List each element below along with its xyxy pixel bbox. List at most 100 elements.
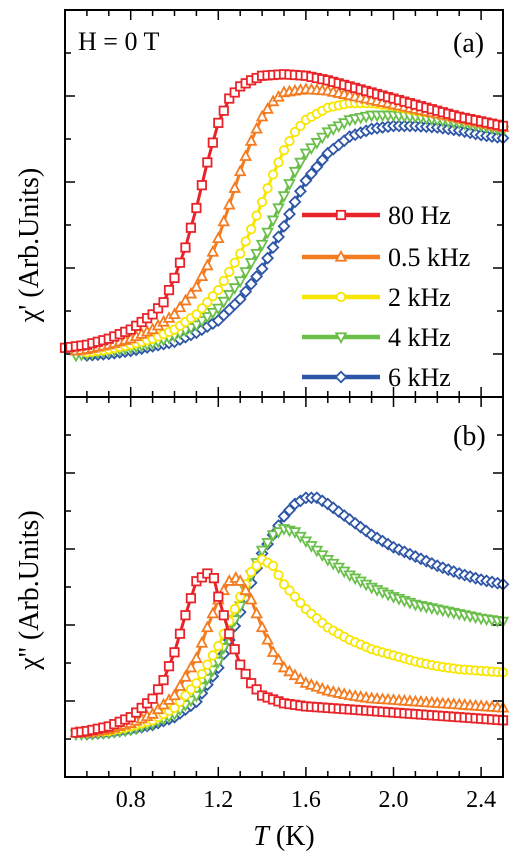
- data-point-b-2-khz: [273, 569, 284, 581]
- data-point-a-0-5-khz: [206, 244, 220, 257]
- data-point-a-2-khz: [246, 224, 257, 235]
- data-point-a-6-khz: [299, 174, 313, 188]
- data-point-a-80-hz: [191, 202, 202, 214]
- data-point-a-80-hz: [158, 297, 169, 308]
- data-point-b-80-hz: [152, 684, 164, 695]
- data-point-a-6-khz: [288, 195, 302, 209]
- data-point-b-0-5-khz: [261, 632, 274, 645]
- legend-swatch-marker: [334, 249, 348, 262]
- data-point-a-4-khz: [305, 143, 318, 156]
- data-point-b-0-5-khz: [277, 660, 291, 673]
- panel-b: (b) χ'' (Arb.Units) 0.8 1.2 1.6 2.0 2.4 T (K…: [14, 396, 510, 852]
- data-point-a-4-khz: [261, 227, 274, 240]
- data-point-a-4-khz: [233, 276, 247, 289]
- legend-entry-0-5-khz: 0.5 kHz: [302, 243, 470, 272]
- data-point-a-4-khz: [277, 191, 291, 203]
- data-point-a-80-hz: [229, 87, 240, 98]
- plot-frame-b: [64, 396, 504, 778]
- data-point-a-80-hz: [207, 137, 218, 148]
- legend-label-0-5-khz: 0.5 kHz: [388, 243, 470, 272]
- data-point-a-2-khz: [213, 284, 224, 296]
- data-point-a-0-5-khz: [222, 197, 236, 210]
- data-point-a-0-5-khz: [195, 269, 209, 282]
- data-point-b-0-5-khz: [288, 668, 302, 681]
- series-a-6-khz: [80, 119, 510, 362]
- data-point-a-4-khz: [326, 124, 340, 137]
- data-point-a-2-khz: [207, 291, 218, 302]
- series-a-80-hz: [59, 69, 509, 353]
- data-point-b-6-khz: [359, 524, 373, 538]
- data-point-a-6-khz: [315, 153, 329, 167]
- data-point-b-0-5-khz: [266, 645, 280, 657]
- data-point-a-0-5-khz: [239, 149, 252, 161]
- data-point-b-4-khz: [211, 656, 225, 669]
- panel-a: H = 0 T (a) χ' (Arb.Units) 80 Hz 0.5 kHz 2…: [14, 9, 510, 398]
- data-point-a-2-khz: [251, 210, 262, 221]
- data-point-a-0-5-khz: [217, 214, 231, 227]
- data-point-a-0-5-khz: [244, 134, 258, 146]
- data-point-b-0-5-khz: [173, 679, 187, 691]
- data-point-b-0-5-khz: [283, 664, 296, 677]
- series-b-80-hz: [70, 568, 509, 738]
- data-point-b-2-khz: [289, 591, 301, 602]
- data-point-b-80-hz: [180, 610, 191, 621]
- data-point-a-2-khz: [196, 303, 207, 314]
- data-point-b-2-khz: [295, 597, 306, 608]
- data-point-a-80-hz: [174, 257, 186, 268]
- y-axis-label-b: χ'' (Arb.Units): [14, 510, 45, 670]
- data-point-a-0-5-khz: [190, 279, 203, 292]
- data-point-a-6-khz: [244, 277, 258, 291]
- data-point-b-80-hz: [229, 644, 240, 655]
- data-point-b-6-khz: [370, 531, 384, 545]
- data-point-b-80-hz: [208, 573, 220, 584]
- x-tick-label-1-6: 1.6: [291, 787, 321, 813]
- data-point-a-80-hz: [169, 272, 180, 284]
- data-point-a-0-5-khz: [261, 102, 274, 114]
- data-point-a-2-khz: [224, 266, 235, 277]
- data-point-a-80-hz: [147, 309, 158, 320]
- data-point-b-2-khz: [207, 650, 218, 661]
- data-point-a-2-khz: [218, 275, 229, 287]
- data-point-a-2-khz: [229, 257, 240, 268]
- data-point-b-2-khz: [213, 641, 224, 652]
- data-point-b-80-hz: [218, 610, 229, 621]
- data-point-a-80-hz: [163, 284, 175, 296]
- data-point-a-2-khz: [289, 126, 301, 138]
- data-point-a-0-5-khz: [179, 293, 192, 306]
- data-point-a-6-khz: [239, 285, 253, 299]
- data-point-a-4-khz: [337, 118, 351, 130]
- data-point-a-4-khz: [294, 157, 307, 170]
- data-point-a-2-khz: [262, 183, 273, 194]
- x-tick-labels: 0.8 1.2 1.6 2.0 2.4: [116, 787, 496, 813]
- x-axis-label-symbol: T: [253, 821, 271, 852]
- data-point-b-2-khz: [284, 585, 295, 596]
- legend-swatch-marker: [334, 332, 348, 345]
- data-point-a-4-khz: [332, 121, 346, 134]
- data-point-b-80-hz: [224, 628, 235, 639]
- data-point-a-4-khz: [244, 258, 258, 270]
- data-point-a-0-5-khz: [255, 109, 269, 122]
- data-point-a-4-khz: [195, 316, 209, 328]
- data-point-b-6-khz: [376, 534, 390, 548]
- data-point-b-4-khz: [261, 538, 274, 550]
- data-point-a-80-hz: [224, 93, 235, 104]
- legend-entry-6-khz: 6 kHz: [302, 363, 451, 392]
- legend: 80 Hz 0.5 kHz 2 kHz 4 kHz 6 kHz: [302, 201, 470, 392]
- data-point-b-0-5-khz: [272, 652, 285, 665]
- data-point-b-80-hz: [158, 675, 169, 686]
- data-point-b-4-khz: [272, 527, 285, 539]
- data-point-a-2-khz: [284, 136, 295, 147]
- data-point-a-80-hz: [180, 242, 191, 253]
- data-point-a-4-khz: [255, 239, 269, 252]
- legend-label-6-khz: 6 kHz: [388, 363, 451, 392]
- data-point-a-80-hz: [218, 105, 229, 116]
- x-axis-label: T (K): [253, 821, 314, 852]
- data-point-b-80-hz: [251, 684, 262, 695]
- field-annotation: H = 0 T: [78, 27, 159, 56]
- legend-swatch-marker: [335, 291, 347, 303]
- data-point-b-80-hz: [163, 661, 175, 672]
- data-point-a-4-khz: [206, 307, 220, 320]
- data-point-a-80-hz: [185, 222, 197, 233]
- data-point-b-2-khz: [251, 560, 262, 571]
- data-point-a-6-khz: [304, 167, 318, 181]
